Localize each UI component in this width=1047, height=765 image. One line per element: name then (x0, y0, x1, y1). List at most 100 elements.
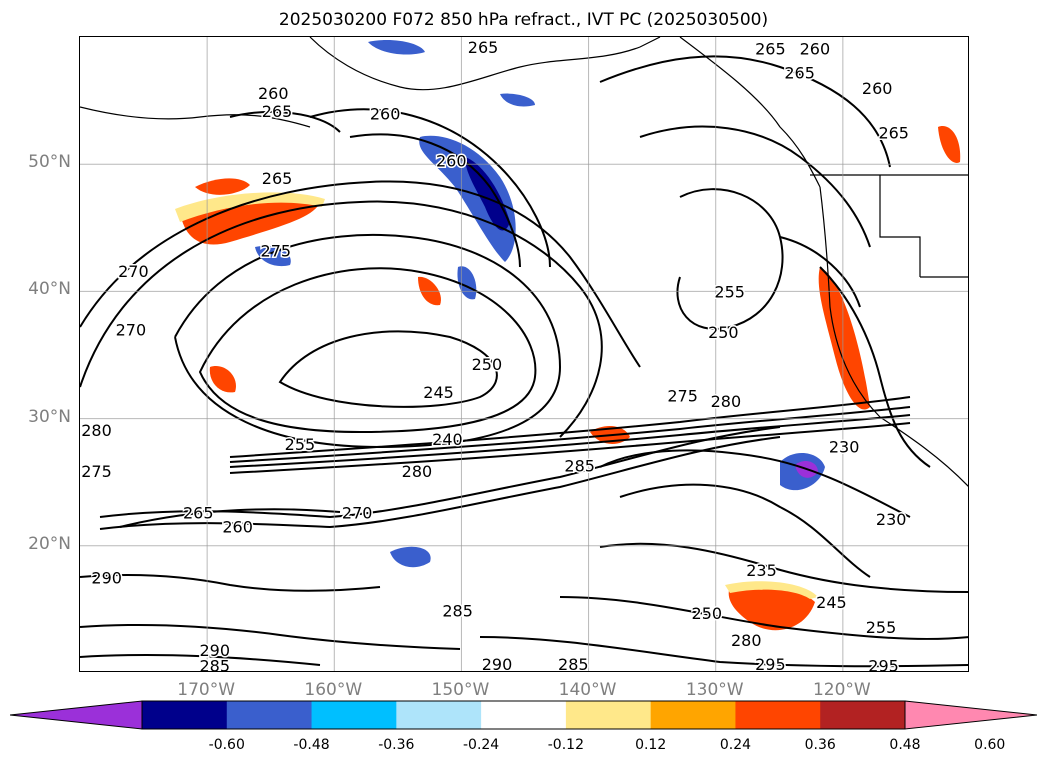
contour-line (198, 267, 537, 434)
contour-label: 265 (262, 169, 293, 188)
contour-label: 255 (866, 618, 897, 637)
contour-label: 230 (876, 510, 907, 529)
lon-tick-label: 130°W (685, 680, 744, 700)
contour-line (119, 508, 341, 528)
contour-label: 260 (862, 79, 893, 98)
shading-red-left (209, 366, 236, 393)
contour-line (819, 266, 931, 468)
colorbar-segment (650, 701, 736, 729)
lat-tick-label: 20°N (28, 533, 71, 554)
shading-blue-west (255, 245, 291, 267)
coastline-na-west (819, 186, 968, 487)
contour-line (309, 108, 551, 268)
lat-tick-label: 50°N (28, 152, 71, 173)
lon-tick-label: 120°W (812, 680, 871, 700)
contour-line (278, 330, 498, 408)
lon-tick-label: 150°W (431, 680, 490, 700)
contour-label: 265 (183, 504, 214, 523)
contour-label: 280 (731, 631, 762, 650)
colorbar-extend-max (904, 700, 1037, 730)
contour-label: 265 (755, 39, 786, 58)
contour-label: 270 (116, 321, 147, 340)
contour-line (99, 436, 781, 530)
contour-label: 280 (711, 392, 742, 411)
contour-label: 270 (118, 262, 149, 281)
contour-label: 290 (482, 655, 513, 672)
colorbar-segment (735, 701, 821, 729)
shading-blue-n (368, 40, 425, 55)
contour-line (229, 414, 911, 468)
colorbar-tick-label: -0.36 (378, 737, 415, 753)
contour-label: 250 (708, 323, 739, 342)
contour-line (619, 483, 871, 578)
contour-label: 235 (746, 561, 777, 580)
colorbar-tick-label: -0.24 (462, 737, 500, 753)
contour-line (639, 125, 871, 248)
colorbar-tick-label: 0.12 (635, 737, 667, 753)
colorbar-tick-label: -0.48 (293, 737, 330, 753)
map-panel: 265 265 260 265 260 260 265 260 265 260 265 275 270 2… (79, 36, 969, 672)
shading-red-west (195, 178, 250, 195)
contour-label: 295 (755, 655, 786, 672)
colorbar-tick-label: 0.36 (804, 737, 836, 753)
contour-label: 270 (342, 504, 373, 523)
colorbar-segment (396, 701, 482, 729)
ivt-shading (175, 40, 961, 631)
contour-label: 265 (784, 64, 815, 83)
shading-navy-core (465, 157, 510, 231)
contour-label: 260 (800, 39, 831, 58)
shading-yellow-south (725, 581, 818, 599)
contour-line (779, 236, 861, 308)
figure-title: 2025030200 F072 850 hPa refract., IVT PC… (278, 10, 769, 30)
contour-label: 295 (868, 656, 899, 672)
contour-label: 275 (261, 242, 292, 261)
shading-blue-south (390, 546, 431, 568)
colorbar-tick-label: 0.60 (974, 737, 1006, 753)
contour-label: 260 (222, 518, 253, 537)
contour-label: 285 (199, 656, 230, 672)
contour-line (80, 624, 461, 650)
coastline-aleutians (80, 106, 311, 128)
shading-red-coast (818, 267, 870, 410)
shading-blue-jet (419, 135, 516, 262)
contour-line (80, 574, 381, 592)
contour-line (676, 188, 784, 330)
contour-label: 290 (91, 569, 122, 588)
colorbar-segment (481, 701, 567, 729)
colorbar-segment (565, 701, 652, 729)
contour-label: 285 (564, 457, 595, 476)
lat-tick-label: 40°N (28, 279, 71, 300)
border-state-1 (879, 175, 921, 277)
contour-line (599, 449, 911, 518)
shading-red-ne (938, 126, 961, 163)
contour-label: 280 (81, 421, 112, 440)
contour-label: 250 (472, 355, 503, 374)
shading-yellow-west (175, 192, 325, 222)
colorbar-tick-label: -0.12 (547, 737, 584, 753)
contour-label: 265 (878, 123, 909, 142)
colorbar (10, 700, 1037, 730)
contour-label: 245 (423, 383, 454, 402)
colorbar-extend-min (10, 700, 143, 730)
shading-red-south (728, 585, 815, 631)
contour-label: 260 (258, 84, 289, 103)
contour-label: 285 (558, 655, 589, 672)
contour-label: 250 (692, 604, 723, 623)
shading-blue-n2 (500, 93, 535, 107)
refractivity-contours (80, 55, 968, 668)
contour-label: 265 (468, 38, 499, 57)
contour-line (599, 542, 968, 593)
contour-line (80, 180, 641, 368)
colorbar-frame (141, 700, 906, 730)
contour-line (80, 200, 603, 438)
coastline-alaska (309, 37, 661, 91)
contour-line (80, 654, 321, 666)
contour-line (229, 422, 911, 474)
lon-tick-label: 170°W (177, 680, 236, 700)
contour-label: 280 (402, 462, 433, 481)
graticule (80, 37, 968, 671)
contour-line (349, 133, 521, 268)
contour-label: 275 (667, 387, 698, 406)
